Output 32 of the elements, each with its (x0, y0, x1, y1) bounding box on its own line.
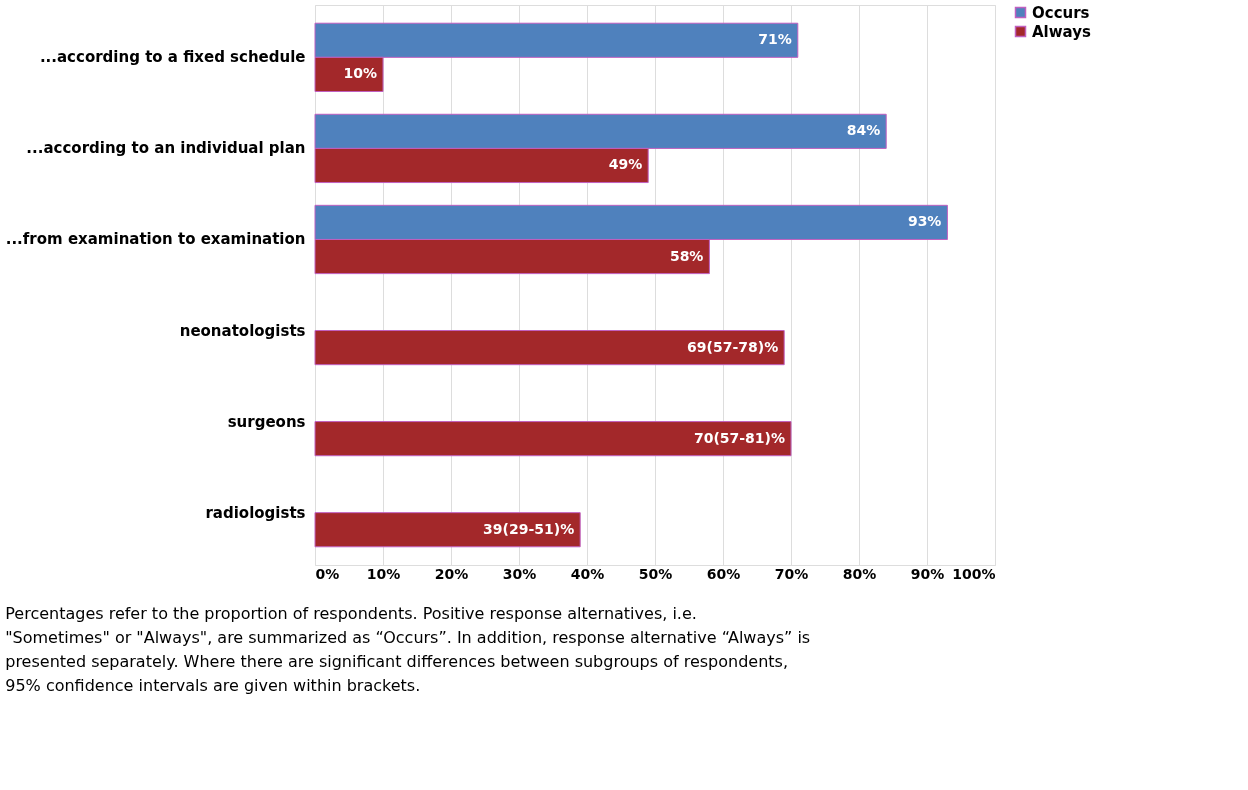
x-tick-label: 0% (315, 565, 340, 582)
data-label: 10% (343, 65, 377, 82)
legend-label: Always (1032, 22, 1092, 41)
y-tick-label: neonatologists (179, 321, 306, 340)
data-label: 70(57-81)% (693, 429, 785, 446)
x-tick-label: 70% (774, 565, 809, 582)
text: Percentages refer to the proportion of respondents. Positive response alternatives, i.e. "Sometimes" or "Always", are summarized as “Occurs”. In addition, response alternative “Always” is presented separately. Where there are significant differences between subgroups of respondents, 95% confidence intervals are given within brackets. (5, 604, 811, 695)
x-tick-label: 90% (910, 565, 945, 582)
data-label: 49% (608, 156, 643, 173)
y-tick-label: ...from examination to examination (5, 230, 306, 249)
data-label: 93% (907, 213, 942, 230)
legend-label: Occurs (1032, 3, 1090, 22)
y-tick-label: ...according to a fixed schedule (39, 48, 306, 67)
x-tick-label: 100% (952, 565, 996, 582)
x-tick-label: 60% (706, 565, 741, 582)
data-label: 71% (758, 31, 792, 48)
x-tick-label: 10% (366, 565, 401, 582)
y-tick-label: ...according to an individual plan (26, 139, 306, 158)
bar (314, 330, 785, 366)
x-tick-label: 50% (638, 565, 673, 582)
x-tick-label: 30% (502, 565, 537, 582)
y-tick-label: radiologists (205, 503, 306, 522)
data-label: 84% (846, 122, 881, 139)
x-tick-label: 40% (570, 565, 605, 582)
bar (314, 421, 792, 457)
x-tick-label: 20% (434, 565, 469, 582)
data-label: 58% (669, 247, 704, 264)
data-label: 69(57-78)% (687, 338, 779, 355)
x-tick-label: 80% (842, 565, 877, 582)
bar (314, 512, 581, 548)
y-tick-label: surgeons (227, 412, 306, 431)
data-label: 39(29-51)% (483, 520, 575, 537)
